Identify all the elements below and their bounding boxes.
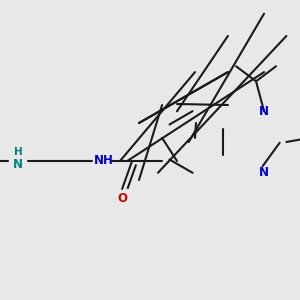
Text: NH: NH <box>94 154 114 167</box>
Text: N: N <box>13 158 23 170</box>
Text: H: H <box>14 147 22 157</box>
Text: N: N <box>259 166 269 179</box>
Text: N: N <box>259 105 269 118</box>
Text: O: O <box>117 193 127 206</box>
